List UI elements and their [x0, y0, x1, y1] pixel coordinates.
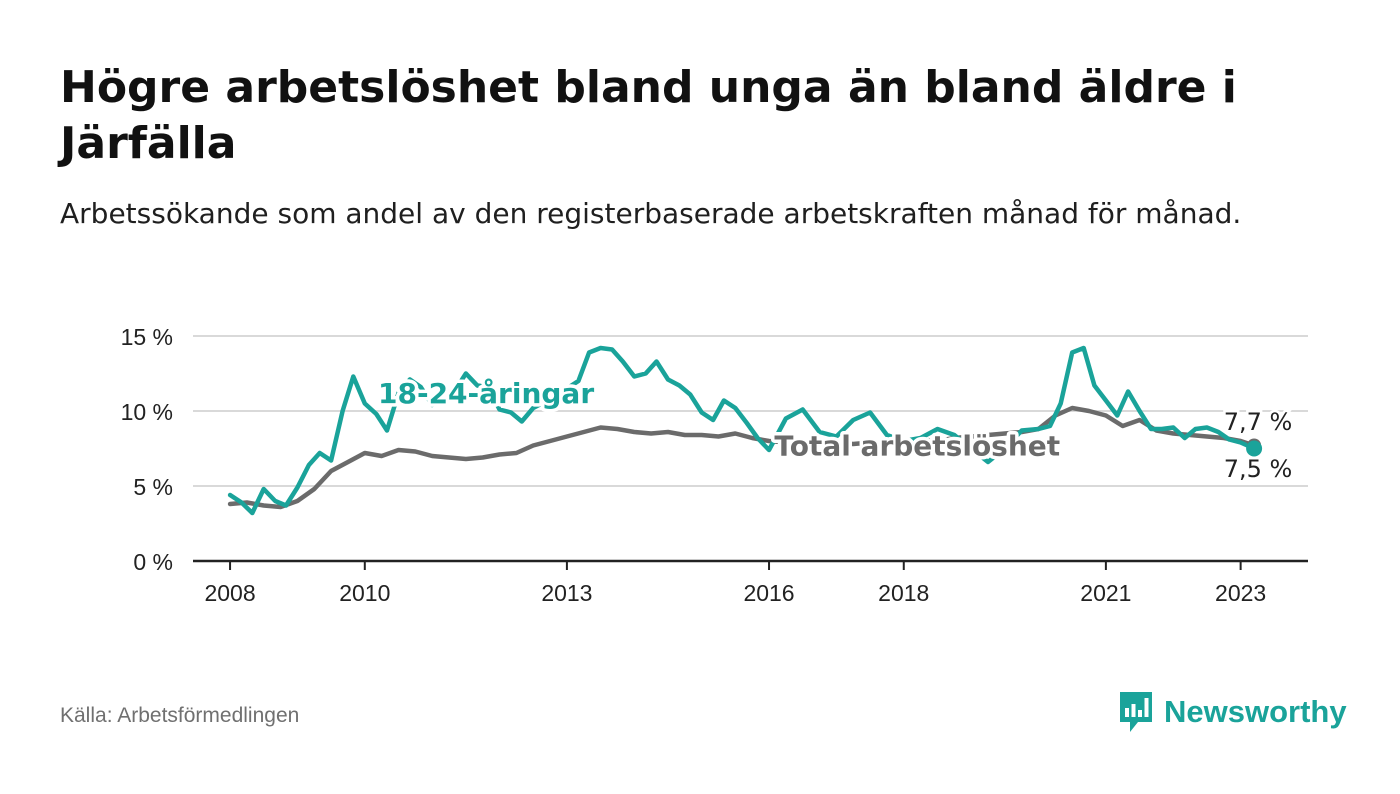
brand-logo[interactable]: Newsworthy	[1118, 688, 1347, 736]
y-tick-label: 0 %	[133, 549, 173, 575]
x-tick-label: 2023	[1215, 580, 1266, 606]
youth-end-marker	[1246, 440, 1263, 457]
total-end-value-label: 7,7 %	[1224, 408, 1293, 436]
chart-title: Högre arbetslöshet bland unga än bland ä…	[60, 62, 1237, 169]
x-tick-label: 2021	[1080, 580, 1131, 606]
x-tick-label: 2010	[339, 580, 390, 606]
youth-series-label: 18-24-åringar	[378, 377, 594, 410]
brand-name: Newsworthy	[1164, 694, 1347, 729]
x-tick-label: 2018	[878, 580, 929, 606]
x-tick-label: 2016	[743, 580, 794, 606]
youth-unemployment-line	[227, 345, 1257, 516]
chart-subtitle: Arbetssökande som andel av den registerb…	[60, 197, 1242, 230]
total-unemployment-line	[227, 405, 1257, 510]
y-tick-label: 10 %	[121, 399, 173, 425]
total-series-label: Total arbetslöshet	[774, 430, 1060, 463]
x-tick-label: 2013	[541, 580, 592, 606]
source-note: Källa: Arbetsförmedlingen	[60, 704, 300, 727]
y-tick-label: 15 %	[121, 324, 173, 350]
youth-end-value-label: 7,5 %	[1224, 455, 1293, 483]
x-tick-label: 2008	[204, 580, 255, 606]
newsworthy-logo-icon	[1120, 692, 1152, 732]
y-tick-label: 5 %	[133, 474, 173, 500]
